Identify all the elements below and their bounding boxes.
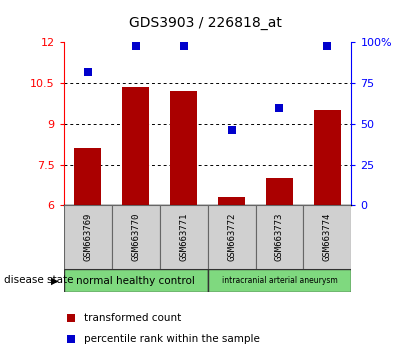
- Bar: [256, 205, 303, 269]
- Text: GSM663772: GSM663772: [227, 213, 236, 261]
- Bar: [159, 205, 208, 269]
- Point: [67, 336, 74, 342]
- Text: GSM663770: GSM663770: [131, 213, 140, 261]
- Text: disease state: disease state: [4, 275, 74, 285]
- Bar: [74, 148, 101, 205]
- Point: [180, 43, 187, 48]
- Point: [132, 43, 139, 48]
- Point: [84, 69, 91, 75]
- Bar: [208, 205, 256, 269]
- Bar: [314, 110, 341, 205]
- Text: transformed count: transformed count: [84, 313, 181, 323]
- Bar: [208, 269, 351, 292]
- Point: [67, 315, 74, 321]
- Text: normal healthy control: normal healthy control: [76, 275, 195, 286]
- Text: ▶: ▶: [51, 275, 58, 285]
- Bar: [218, 197, 245, 205]
- Text: GSM663773: GSM663773: [275, 213, 284, 261]
- Bar: [112, 205, 159, 269]
- Bar: [266, 178, 293, 205]
- Text: GDS3903 / 226818_at: GDS3903 / 226818_at: [129, 16, 282, 30]
- Point: [228, 127, 235, 133]
- Bar: [303, 205, 351, 269]
- Bar: [64, 269, 208, 292]
- Point: [324, 43, 331, 48]
- Text: GSM663774: GSM663774: [323, 213, 332, 261]
- Point: [276, 105, 283, 110]
- Bar: [64, 205, 112, 269]
- Text: intracranial arterial aneurysm: intracranial arterial aneurysm: [222, 276, 337, 285]
- Text: percentile rank within the sample: percentile rank within the sample: [84, 334, 260, 344]
- Text: GSM663769: GSM663769: [83, 213, 92, 261]
- Text: GSM663771: GSM663771: [179, 213, 188, 261]
- Bar: [171, 91, 197, 205]
- Bar: [122, 87, 149, 205]
